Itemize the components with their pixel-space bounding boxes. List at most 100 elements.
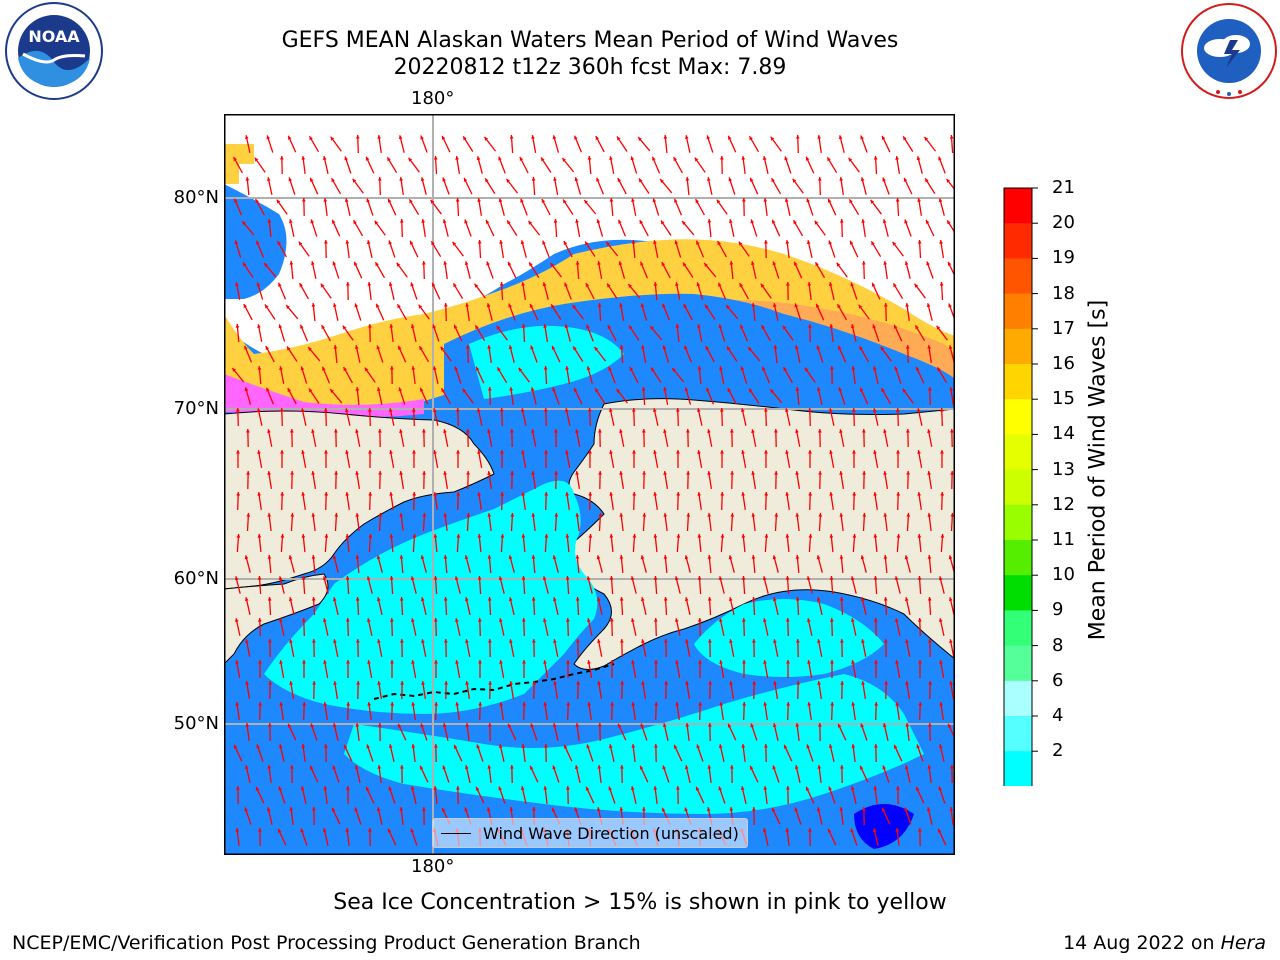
- wind-arrow-head: [939, 660, 943, 664]
- sea-ice-note: Sea Ice Concentration > 15% is shown in …: [333, 890, 947, 915]
- wind-arrow-head: [872, 828, 877, 833]
- wind-arrow-head: [531, 177, 536, 181]
- wind-arrow-head: [542, 282, 547, 287]
- wind-arrow-head: [808, 492, 813, 496]
- wind-arrow-head: [808, 534, 813, 538]
- wind-arrow-head: [245, 681, 249, 685]
- wind-arrow-head: [288, 135, 292, 140]
- wind-arrow-head: [763, 408, 768, 412]
- wind-arrow-head: [695, 199, 699, 204]
- wind-arrow-head: [895, 618, 899, 622]
- wind-arrow-head: [917, 576, 922, 580]
- wind-arrow-head: [937, 367, 941, 372]
- colorbar-segment: [1004, 223, 1032, 259]
- wind-arrow-head: [839, 471, 843, 475]
- wind-arrow-head: [475, 366, 480, 371]
- wind-arrow-head: [705, 346, 710, 351]
- wind-arrow-head: [278, 576, 283, 581]
- wind-arrow-head: [300, 786, 305, 791]
- wind-arrow-head: [345, 618, 350, 622]
- wind-arrow-head: [905, 345, 910, 349]
- wind-arrow-head: [420, 555, 425, 560]
- wind-arrow-head: [862, 807, 866, 811]
- wind-arrow-head: [354, 261, 358, 266]
- wind-arrow-head: [609, 156, 613, 160]
- wind-arrow-head: [268, 639, 272, 643]
- wind-arrow-head: [728, 555, 733, 560]
- wind-arrow-head: [948, 345, 953, 350]
- wind-arrow-head: [520, 786, 525, 791]
- wind-arrow-head: [355, 387, 360, 391]
- wind-arrow-head: [760, 283, 765, 288]
- wind-arrow-head: [575, 555, 580, 559]
- wind-arrow-head: [676, 786, 680, 790]
- wind-arrow-head: [441, 388, 445, 393]
- wind-arrow-head: [346, 660, 350, 664]
- wind-arrow-head: [839, 807, 844, 811]
- wind-arrow-head: [806, 744, 810, 749]
- wind-arrow-head: [399, 219, 404, 223]
- wind-arrow-head: [312, 807, 316, 811]
- wind-arrow-head: [301, 156, 306, 160]
- wind-arrow-head: [246, 429, 250, 433]
- wind-arrow-head: [685, 723, 690, 727]
- wind-arrow-head: [342, 325, 347, 330]
- wind-arrow-head: [279, 408, 284, 412]
- wind-arrow-head: [280, 492, 285, 496]
- wind-arrow-head: [412, 450, 416, 454]
- wind-arrow-head: [726, 305, 730, 309]
- wind-arrow-head: [808, 324, 812, 328]
- wind-arrow-head: [355, 513, 360, 517]
- wind-arrow-head: [399, 555, 404, 559]
- colorbar-segment: [1004, 540, 1032, 576]
- wind-arrow-head: [267, 177, 271, 181]
- beaufort-sea: [444, 293, 955, 414]
- wind-arrow-head: [618, 261, 623, 266]
- wind-arrow-head: [619, 807, 624, 811]
- wind-arrow-head: [871, 241, 875, 246]
- wind-arrow-head: [786, 282, 790, 286]
- wind-arrow-head: [653, 786, 658, 790]
- wind-arrow-head: [477, 534, 482, 538]
- wind-arrow-head: [905, 303, 910, 307]
- colorbar-segment: [1004, 645, 1032, 682]
- wind-arrow-head: [433, 156, 438, 160]
- wind-arrow-head: [396, 262, 401, 267]
- wind-arrow-head: [432, 366, 437, 371]
- wind-arrow-head: [584, 200, 588, 204]
- wind-arrow-head: [564, 282, 568, 287]
- wind-arrow-head: [639, 178, 643, 183]
- wind-arrow-head: [807, 618, 811, 622]
- wind-arrow-head: [289, 807, 294, 811]
- wind-arrow-head: [947, 220, 951, 225]
- wind-arrow-head: [312, 639, 316, 643]
- wind-arrow-head: [903, 177, 908, 182]
- wind-arrow-head: [500, 534, 505, 538]
- map-frame: [224, 114, 955, 855]
- colorbar-tick-label: 16: [1052, 353, 1075, 374]
- wind-arrow-head: [740, 366, 745, 371]
- sea-ice-patch-nw: [224, 144, 254, 184]
- wind-arrow-head: [674, 198, 678, 203]
- wind-arrow-head: [456, 450, 460, 454]
- wind-arrow-head: [322, 156, 327, 161]
- wind-arrow-head: [267, 555, 272, 559]
- wind-arrow-head: [852, 534, 857, 538]
- wind-arrow-head: [950, 429, 954, 433]
- wind-arrow-head: [772, 723, 777, 728]
- wind-arrow-head: [544, 744, 548, 748]
- wind-arrow-head: [543, 366, 548, 370]
- wind-arrow-head: [686, 471, 690, 475]
- wind-arrow-head: [376, 807, 381, 812]
- wind-arrow-head: [608, 744, 613, 749]
- wind-arrow-head: [454, 366, 458, 371]
- wind-arrow-head: [762, 156, 767, 161]
- wind-arrow-head: [543, 618, 547, 622]
- wind-arrow-head: [862, 429, 866, 433]
- wind-arrow-head: [443, 597, 448, 601]
- wind-arrow-head: [653, 408, 657, 412]
- lat-label-60n: 60°N: [173, 568, 219, 589]
- sea-ice-pink-edge: [224, 374, 424, 418]
- wind-arrow-head: [324, 744, 328, 748]
- wind-arrow-head: [858, 304, 863, 309]
